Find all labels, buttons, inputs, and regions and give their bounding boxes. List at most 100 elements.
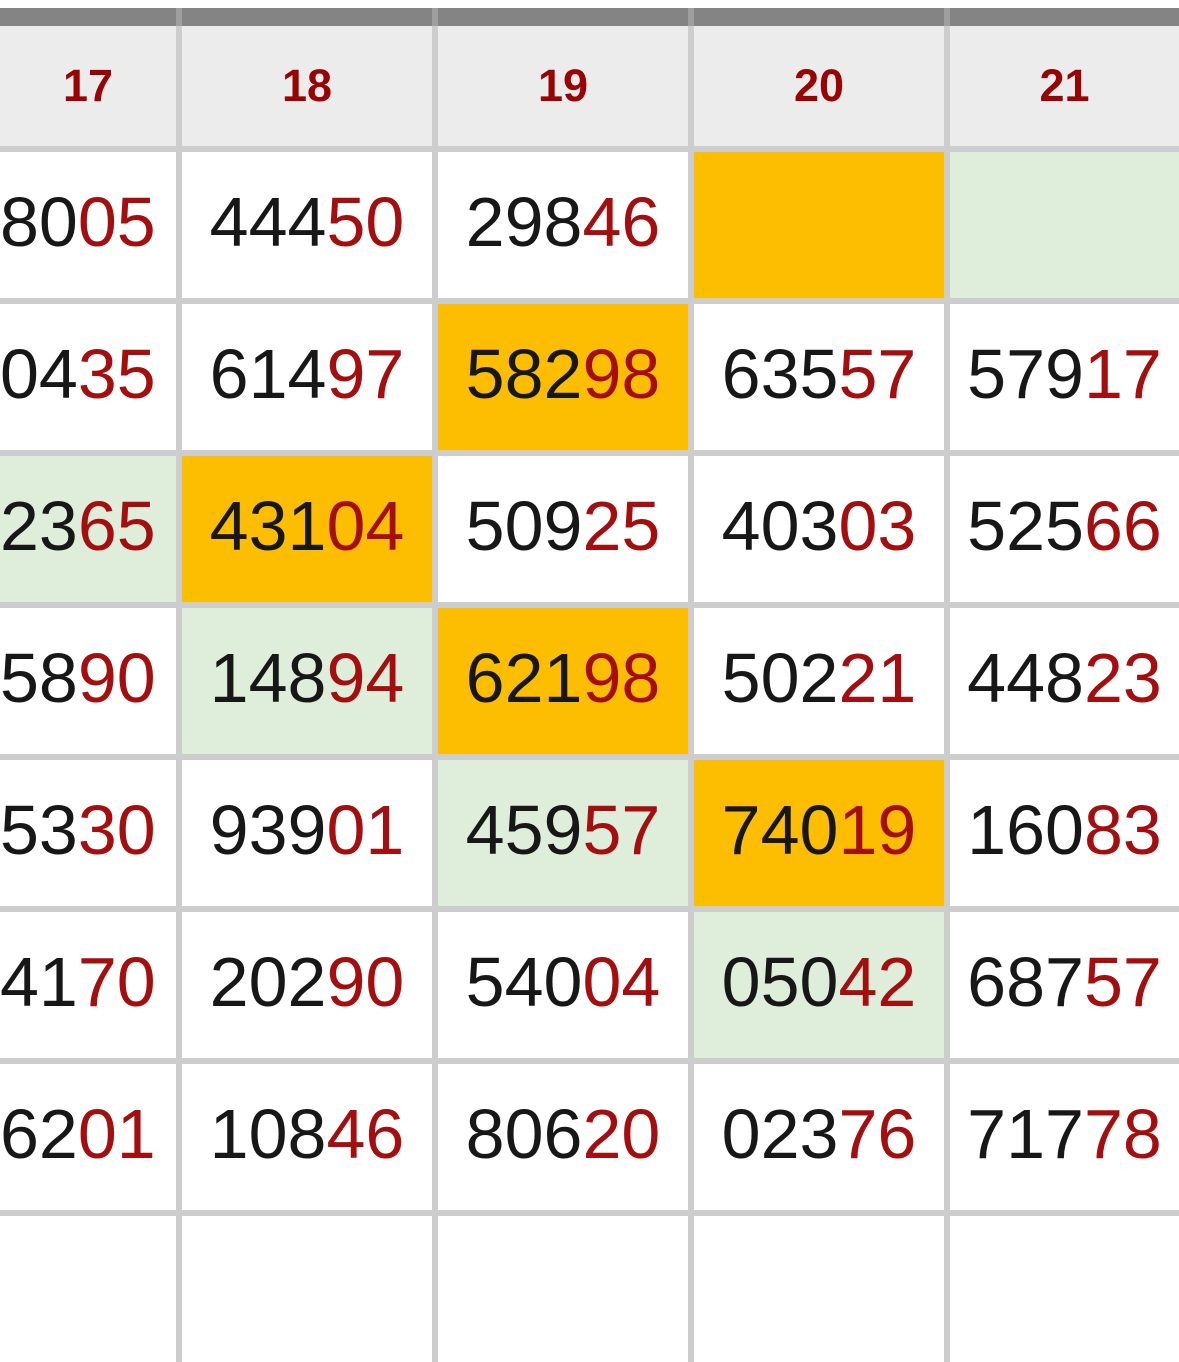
number-red-digits: 70 (77, 943, 156, 1021)
table-cell[interactable]: 53 30 (0, 760, 176, 906)
table-cell[interactable] (0, 1216, 176, 1362)
table-cell[interactable]: 740 19 (694, 760, 944, 906)
number-red-digits: 76 (838, 1095, 917, 1173)
table-cell[interactable]: 04 35 (0, 304, 176, 450)
column-divider-notch (176, 8, 182, 26)
number-black-digits: 62 (0, 1095, 78, 1173)
number-red-digits: 97 (326, 335, 405, 413)
table-cell[interactable]: 23 65 (0, 456, 176, 602)
table-cell[interactable]: 579 17 (950, 304, 1179, 450)
number-red-digits: 30 (77, 791, 156, 869)
number-black-digits: 448 (967, 639, 1084, 717)
table-cell[interactable]: 582 98 (438, 304, 688, 450)
table-cell[interactable]: 502 21 (694, 608, 944, 754)
number-black-digits: 023 (721, 1095, 839, 1173)
number-black-digits: 108 (209, 1095, 327, 1173)
number-red-digits: 46 (326, 1095, 405, 1173)
column-divider-notch (432, 8, 438, 26)
number-black-digits: 806 (465, 1095, 583, 1173)
column-header-20: 20 (694, 26, 944, 146)
table-cell[interactable]: 41 70 (0, 912, 176, 1058)
table-cell[interactable]: 444 50 (182, 152, 432, 298)
number-black-digits: 579 (967, 335, 1084, 413)
table-cell[interactable]: 023 76 (694, 1064, 944, 1210)
number-red-digits: 66 (1083, 487, 1162, 565)
table-cell[interactable]: 635 57 (694, 304, 944, 450)
table-cell[interactable]: 459 57 (438, 760, 688, 906)
number-black-digits: 53 (0, 791, 78, 869)
table-cell[interactable] (694, 152, 944, 298)
table-cell[interactable] (182, 1216, 432, 1362)
number-red-digits: 50 (326, 183, 405, 261)
table-cell[interactable]: 509 25 (438, 456, 688, 602)
number-red-digits: 94 (326, 639, 405, 717)
table-cell[interactable]: 448 23 (950, 608, 1179, 754)
column-header-19: 19 (438, 26, 688, 146)
number-black-digits: 509 (465, 487, 583, 565)
number-black-digits: 58 (0, 639, 78, 717)
table-cell[interactable]: 687 57 (950, 912, 1179, 1058)
number-red-digits: 57 (582, 791, 661, 869)
number-red-digits: 25 (582, 487, 661, 565)
table-cell[interactable]: 160 83 (950, 760, 1179, 906)
table-cell[interactable] (950, 152, 1179, 298)
table-cell[interactable] (438, 1216, 688, 1362)
number-red-digits: 42 (838, 943, 917, 1021)
number-black-digits: 148 (209, 639, 327, 717)
table-cell[interactable]: 148 94 (182, 608, 432, 754)
table-cell[interactable]: 806 20 (438, 1064, 688, 1210)
table-cell[interactable]: 403 03 (694, 456, 944, 602)
number-black-digits: 621 (465, 639, 583, 717)
number-red-digits: 90 (326, 943, 405, 1021)
table-cell[interactable]: 525 66 (950, 456, 1179, 602)
table-cell[interactable]: 108 46 (182, 1064, 432, 1210)
table-cell[interactable]: 202 90 (182, 912, 432, 1058)
number-black-digits: 635 (721, 335, 839, 413)
number-black-digits: 298 (465, 183, 583, 261)
number-black-digits: 41 (0, 943, 78, 1021)
number-black-digits: 403 (721, 487, 839, 565)
table-cell[interactable]: 298 46 (438, 152, 688, 298)
number-red-digits: 17 (1083, 335, 1162, 413)
table-cell[interactable]: 540 04 (438, 912, 688, 1058)
number-black-digits: 502 (721, 639, 839, 717)
number-black-digits: 459 (465, 791, 583, 869)
table-cell[interactable]: 62 01 (0, 1064, 176, 1210)
number-red-digits: 57 (1083, 943, 1162, 1021)
table-cell[interactable]: 717 78 (950, 1064, 1179, 1210)
number-black-digits: 740 (721, 791, 839, 869)
number-black-digits: 80 (0, 183, 78, 261)
number-black-digits: 202 (209, 943, 327, 1021)
number-red-digits: 01 (326, 791, 405, 869)
table-cell[interactable]: 050 42 (694, 912, 944, 1058)
table-cell[interactable]: 939 01 (182, 760, 432, 906)
number-black-digits: 614 (209, 335, 327, 413)
number-black-digits: 050 (721, 943, 839, 1021)
table-cell[interactable]: 614 97 (182, 304, 432, 450)
table-cell[interactable] (950, 1216, 1179, 1362)
number-red-digits: 21 (838, 639, 917, 717)
table-cell[interactable]: 431 04 (182, 456, 432, 602)
number-black-digits: 160 (967, 791, 1084, 869)
table-cell[interactable] (694, 1216, 944, 1362)
number-red-digits: 90 (77, 639, 156, 717)
number-red-digits: 01 (77, 1095, 156, 1173)
number-red-digits: 98 (582, 639, 661, 717)
number-red-digits: 98 (582, 335, 661, 413)
number-black-digits: 582 (465, 335, 583, 413)
number-red-digits: 65 (77, 487, 156, 565)
number-red-digits: 78 (1083, 1095, 1162, 1173)
number-red-digits: 23 (1083, 639, 1162, 717)
table-cell[interactable]: 80 05 (0, 152, 176, 298)
number-black-digits: 687 (967, 943, 1084, 1021)
number-black-digits: 939 (209, 791, 327, 869)
number-black-digits: 431 (209, 487, 327, 565)
number-red-digits: 35 (77, 335, 156, 413)
table-cell[interactable]: 621 98 (438, 608, 688, 754)
table-cell[interactable]: 58 90 (0, 608, 176, 754)
column-divider-notch (944, 8, 950, 26)
number-red-digits: 03 (838, 487, 917, 565)
number-black-digits: 04 (0, 335, 78, 413)
number-red-digits: 05 (77, 183, 156, 261)
number-red-digits: 46 (582, 183, 661, 261)
